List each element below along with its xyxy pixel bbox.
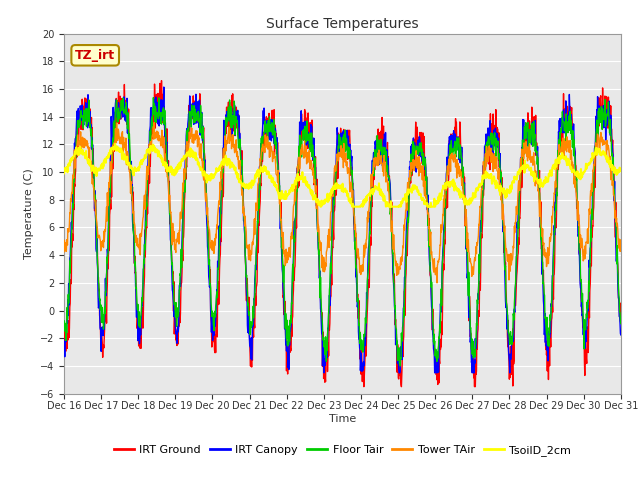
Y-axis label: Temperature (C): Temperature (C) bbox=[24, 168, 35, 259]
Legend: IRT Ground, IRT Canopy, Floor Tair, Tower TAir, TsoilD_2cm: IRT Ground, IRT Canopy, Floor Tair, Towe… bbox=[109, 440, 575, 460]
Title: Surface Temperatures: Surface Temperatures bbox=[266, 17, 419, 31]
Text: TZ_irt: TZ_irt bbox=[75, 49, 115, 62]
X-axis label: Time: Time bbox=[329, 414, 356, 424]
